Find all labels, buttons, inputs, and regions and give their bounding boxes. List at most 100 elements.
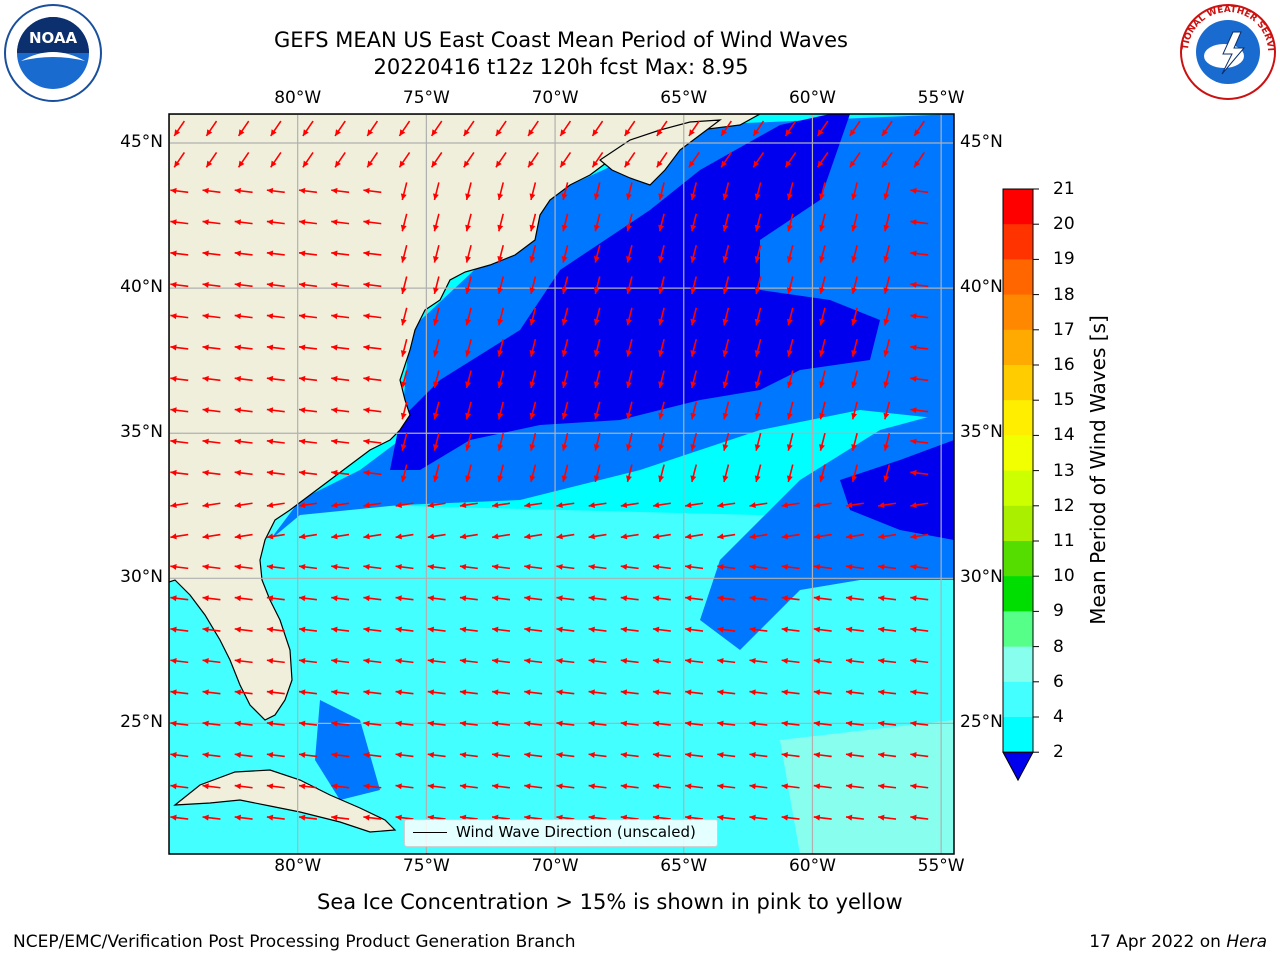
wave-vector — [400, 401, 408, 420]
wave-vector — [400, 244, 408, 263]
wave-vector — [433, 307, 440, 326]
wave-vector — [754, 338, 762, 357]
wave-vector — [465, 433, 472, 451]
wave-vector — [234, 313, 253, 320]
wave-vector — [690, 464, 698, 483]
wave-vector — [620, 533, 639, 540]
wave-vector — [331, 219, 350, 226]
wave-vector — [202, 281, 221, 288]
wave-vector — [556, 626, 575, 633]
wave-vector — [234, 407, 253, 414]
wave-vector — [400, 433, 408, 451]
wave-vector — [749, 783, 768, 790]
wave-vector — [427, 626, 446, 633]
wave-vector — [620, 563, 639, 570]
wave-vector — [813, 502, 832, 509]
wave-vector — [786, 307, 794, 326]
wave-vector — [593, 244, 601, 263]
wave-vector — [851, 213, 858, 232]
wave-vector — [427, 689, 446, 696]
wave-vector — [427, 657, 446, 664]
wave-vector — [781, 563, 800, 570]
wave-vector — [878, 751, 897, 758]
wave-vector — [363, 533, 382, 540]
wave-vector — [395, 783, 414, 790]
colorbar-title: Mean Period of Wind Waves [s] — [1086, 315, 1110, 625]
colorbar-label-7: 14 — [1053, 425, 1075, 446]
wave-vector — [234, 689, 253, 696]
wave-vector — [556, 720, 575, 727]
wave-vector — [529, 401, 537, 420]
wave-vector — [398, 120, 411, 137]
wave-vector — [910, 375, 929, 382]
wave-vector — [658, 182, 665, 201]
wave-vector — [266, 657, 285, 664]
wave-vector — [690, 182, 698, 201]
wind-wave-vectors — [170, 120, 929, 821]
wave-vector — [298, 595, 318, 602]
wave-vector — [626, 213, 633, 232]
wave-vector — [363, 720, 382, 727]
wave-vector — [561, 338, 569, 357]
wave-vector — [588, 563, 607, 570]
wave-vector — [298, 187, 318, 194]
wave-vector — [652, 783, 671, 790]
wave-vector — [754, 370, 762, 389]
wave-vector — [910, 720, 929, 727]
wave-vector — [395, 595, 414, 602]
wave-vector — [816, 151, 829, 168]
wave-vector — [717, 502, 736, 509]
wave-vector — [883, 244, 891, 263]
wave-vector — [202, 657, 221, 664]
wave-vector — [593, 213, 601, 232]
wave-vector — [298, 281, 318, 288]
wave-vector — [529, 276, 537, 295]
wave-vector — [591, 120, 604, 137]
wave-vector — [400, 182, 408, 201]
colorbar-segment-4 — [1003, 329, 1033, 366]
wave-vector — [433, 433, 440, 451]
wave-vector — [626, 182, 633, 201]
wave-vector — [781, 751, 800, 758]
wave-vector — [910, 250, 929, 257]
wave-vector — [658, 244, 665, 263]
lat-tick-right-1: 40°N — [960, 277, 1003, 298]
wave-vector — [881, 151, 893, 168]
wave-vector — [334, 120, 346, 137]
wave-vector — [658, 307, 665, 326]
wave-vector — [819, 370, 826, 389]
wave-vector — [234, 533, 253, 540]
wave-vector — [234, 657, 253, 664]
wave-vector — [878, 595, 897, 602]
wave-vector — [588, 533, 607, 540]
wave-vector — [910, 689, 929, 696]
wave-vector — [813, 814, 832, 821]
wave-vector — [202, 187, 221, 194]
wave-vector — [363, 563, 382, 570]
wave-vector — [556, 563, 575, 570]
wave-vector — [717, 595, 736, 602]
wave-vector — [170, 313, 189, 320]
lat-tick-left-4: 25°N — [120, 712, 163, 733]
wave-vector — [331, 344, 350, 351]
wave-vector — [658, 213, 665, 232]
wave-vector — [465, 370, 472, 389]
wave-vector — [593, 401, 601, 420]
wave-vector — [497, 370, 505, 389]
wave-vector — [266, 751, 285, 758]
wave-vector — [363, 407, 382, 414]
wave-vector — [266, 783, 285, 790]
wave-vector — [717, 689, 736, 696]
wave-vector — [497, 182, 505, 201]
wave-vector — [363, 657, 382, 664]
wave-vector — [690, 213, 698, 232]
wave-vector — [524, 783, 543, 790]
wave-vector — [266, 407, 285, 414]
wave-vector — [556, 783, 575, 790]
period-2-4-bahamas — [315, 700, 380, 800]
wave-vector — [910, 595, 929, 602]
wave-vector — [495, 151, 507, 168]
wave-vector — [749, 502, 768, 509]
wave-vector — [752, 151, 765, 168]
wave-vector — [170, 720, 189, 727]
